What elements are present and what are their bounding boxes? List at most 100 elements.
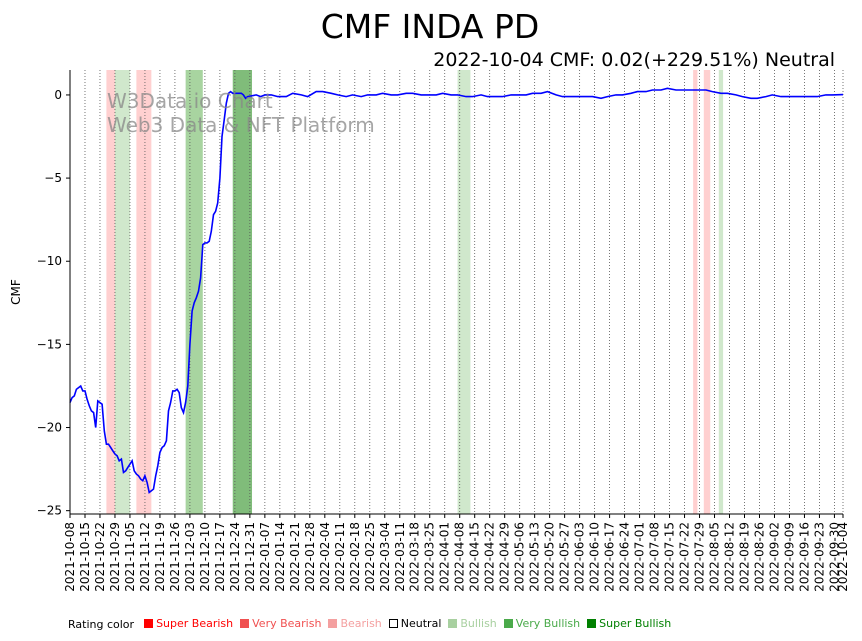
x-tick-label: 2022-07-29 — [693, 522, 707, 592]
x-tick-label: 2022-08-19 — [738, 522, 752, 592]
y-tick-label: −10 — [37, 254, 62, 268]
y-tick-label: 0 — [54, 88, 62, 102]
rating-band-bullish — [457, 70, 471, 514]
x-tick-label: 2022-07-01 — [633, 522, 647, 592]
x-tick-label: 2022-01-07 — [258, 522, 272, 592]
legend-swatch — [587, 619, 597, 628]
x-tick-label: 2022-09-02 — [767, 522, 781, 592]
legend-item-bullish: Bullish — [448, 617, 497, 630]
x-tick-label: 2022-06-24 — [618, 522, 632, 592]
x-tick-label: 2021-12-31 — [243, 522, 257, 592]
y-tick-label: −20 — [37, 421, 62, 435]
legend-item-label: Neutral — [400, 617, 442, 630]
legend-item-very-bullish: Very Bullish — [503, 617, 581, 630]
legend-swatch — [144, 619, 154, 628]
x-tick-label: 2022-01-28 — [303, 522, 317, 592]
y-axis-label: CMF — [9, 279, 23, 305]
x-tick-label: 2021-11-12 — [138, 522, 152, 592]
x-tick-label: 2021-12-17 — [213, 522, 227, 592]
x-tick-label: 2022-06-03 — [573, 522, 587, 592]
series-group — [69, 87, 844, 494]
x-tick-label: 2022-04-08 — [453, 522, 467, 592]
x-tick-label: 2022-07-15 — [663, 522, 677, 592]
legend-item-label: Bullish — [460, 617, 497, 630]
x-tick-label: 2021-10-15 — [78, 522, 92, 592]
x-tick-label: 2022-10-04 — [836, 522, 850, 592]
legend-item-label: Super Bullish — [599, 617, 672, 630]
x-tick-label: 2022-03-18 — [408, 522, 422, 592]
legend-item-neutral: Neutral — [388, 617, 442, 630]
x-tick-label: 2022-01-14 — [273, 522, 287, 592]
x-tick-label: 2022-02-18 — [348, 522, 362, 592]
series-line-cmf — [69, 87, 844, 494]
rating-band-bullish — [718, 70, 724, 514]
legend-label: Rating color — [68, 617, 135, 631]
chart-title: CMF INDA PD — [321, 7, 540, 46]
legend-item-label: Super Bearish — [156, 617, 234, 630]
rating-band-bearish — [703, 70, 711, 514]
legend-swatch — [503, 619, 513, 628]
legend-item-bearish: Bearish — [328, 617, 382, 630]
y-tick-label: −25 — [37, 504, 62, 518]
legend-swatch — [448, 619, 458, 628]
x-tick-label: 2022-02-25 — [363, 522, 377, 592]
legend-item-label: Very Bearish — [252, 617, 322, 630]
rating-band-bullish — [114, 70, 130, 514]
rating-legend: Rating color Super Bearish Very Bearish Be… — [68, 617, 678, 631]
chart-subtitle: 2022-10-04 CMF: 0.02(+229.51%) Neutral — [433, 49, 835, 71]
y-tick-label: −5 — [44, 171, 62, 185]
x-tick-label: 2022-01-21 — [288, 522, 302, 592]
watermark-line: W3Data.io Chart — [107, 89, 273, 113]
x-tick-label: 2021-12-03 — [183, 522, 197, 592]
y-tick-label: −15 — [37, 337, 62, 351]
rating-bands — [106, 70, 724, 514]
x-tick-label: 2022-06-17 — [603, 522, 617, 592]
legend-swatch — [388, 619, 398, 628]
x-tick-label: 2022-06-10 — [588, 522, 602, 592]
x-tick-label: 2022-02-11 — [333, 522, 347, 592]
x-tick-label: 2021-10-22 — [93, 522, 107, 592]
vertical-gridlines — [69, 70, 844, 514]
x-tick-label: 2021-12-24 — [228, 522, 242, 592]
watermark-line: Web3 Data & NFT Platform — [107, 113, 375, 137]
x-tick-label: 2021-11-19 — [153, 522, 167, 592]
x-tick-label: 2022-03-04 — [378, 522, 392, 592]
x-tick-label: 2022-03-11 — [393, 522, 407, 592]
x-tick-label: 2021-12-10 — [198, 522, 212, 592]
y-axis-ticks: 0 −5 −10 −15 −20 −25 — [37, 88, 70, 518]
x-tick-label: 2022-07-22 — [678, 522, 692, 592]
x-tick-label: 2022-08-26 — [752, 522, 766, 592]
legend-item-super-bearish: Super Bearish — [144, 617, 233, 630]
x-tick-label: 2021-10-29 — [108, 522, 122, 592]
legend-swatch — [328, 619, 338, 628]
x-tick-label: 2021-11-26 — [168, 522, 182, 592]
x-tick-label: 2022-05-20 — [543, 522, 557, 592]
x-tick-label: 2022-09-09 — [782, 522, 796, 592]
x-tick-label: 2022-05-06 — [513, 522, 527, 592]
x-tick-label: 2022-09-16 — [797, 522, 811, 592]
x-tick-label: 2022-05-27 — [558, 522, 572, 592]
legend-item-super-bullish: Super Bullish — [587, 617, 671, 630]
x-tick-label: 2021-11-05 — [123, 522, 137, 592]
x-axis-ticks: 2021-10-08 2021-10-15 2021-10-22 2021-10-29… — [63, 514, 850, 592]
legend-swatch — [240, 619, 250, 628]
rating-band-super-bullish — [232, 70, 253, 514]
x-tick-label: 2021-10-08 — [63, 522, 77, 592]
legend-item-label: Bearish — [340, 617, 382, 630]
x-tick-label: 2022-04-01 — [438, 522, 452, 592]
x-tick-label: 2022-07-08 — [648, 522, 662, 592]
x-tick-label: 2022-03-25 — [423, 522, 437, 592]
rating-band-bearish — [106, 70, 115, 514]
legend-item-label: Very Bullish — [515, 617, 581, 630]
x-tick-label: 2022-04-29 — [498, 522, 512, 592]
x-tick-label: 2022-09-23 — [812, 522, 826, 592]
x-tick-label: 2022-04-22 — [483, 522, 497, 592]
x-tick-label: 2022-08-12 — [723, 522, 737, 592]
x-tick-label: 2022-04-15 — [468, 522, 482, 592]
x-tick-label: 2022-09-30 — [827, 522, 841, 592]
rating-band-bearish — [693, 70, 698, 514]
x-tick-label: 2022-02-04 — [318, 522, 332, 592]
x-tick-label: 2022-08-05 — [708, 522, 722, 592]
